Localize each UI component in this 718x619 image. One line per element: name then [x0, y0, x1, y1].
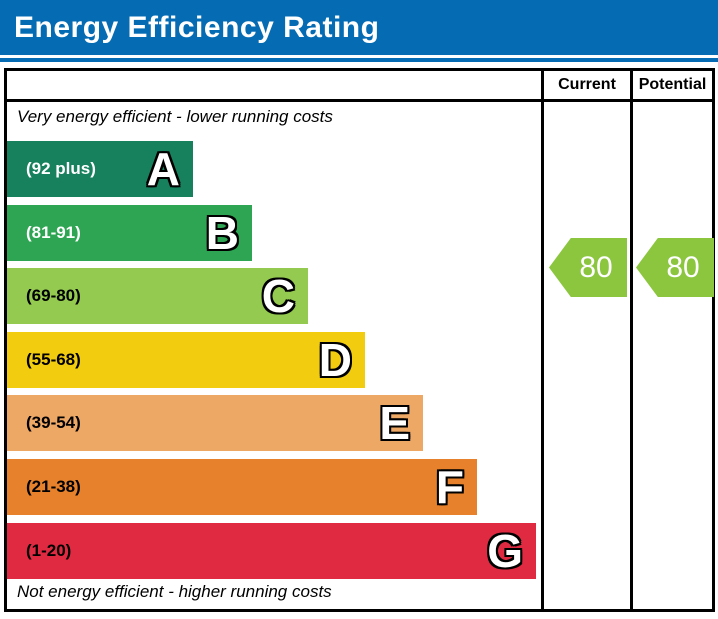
column-header-current: Current — [558, 76, 616, 93]
band-letter: A — [146, 143, 180, 195]
band-row-f: (21-38) F — [7, 459, 477, 515]
band-letter: F — [435, 461, 464, 513]
column-divider-current — [541, 71, 544, 609]
band-range-label: (69-80) — [26, 286, 81, 305]
band-letter: B — [205, 207, 239, 259]
rating-table: Current Potential Very energy efficient … — [4, 68, 715, 612]
page-title: Energy Efficiency Rating — [14, 10, 380, 44]
band-row-a: (92 plus) A — [7, 141, 193, 197]
header-underline — [7, 99, 712, 102]
band-range-label: (92 plus) — [26, 159, 96, 178]
band-row-c: (69-80) C — [7, 268, 308, 324]
title-underline-rule — [0, 58, 718, 62]
note-very-efficient: Very energy efficient - lower running co… — [17, 107, 333, 126]
band-range-label: (1-20) — [26, 541, 72, 560]
potential-rating-value: 80 — [666, 250, 700, 284]
band-row-d: (55-68) D — [7, 332, 365, 388]
band-letter: D — [318, 334, 352, 386]
band-letter: G — [487, 525, 523, 577]
band-letter: C — [261, 270, 295, 322]
title-bar: Energy Efficiency Rating — [0, 0, 718, 55]
column-divider-potential — [630, 71, 633, 609]
band-row-b: (81-91) B — [7, 205, 252, 261]
band-range-label: (21-38) — [26, 477, 81, 496]
band-range-label: (39-54) — [26, 413, 81, 432]
band-row-g: (1-20) G — [7, 523, 536, 579]
band-range-label: (81-91) — [26, 223, 81, 242]
band-range-label: (55-68) — [26, 350, 81, 369]
column-header-potential: Potential — [638, 76, 707, 93]
note-not-efficient: Not energy efficient - higher running co… — [17, 582, 332, 601]
band-row-e: (39-54) E — [7, 395, 423, 451]
band-letter: E — [379, 397, 410, 449]
current-rating-value: 80 — [579, 250, 613, 284]
